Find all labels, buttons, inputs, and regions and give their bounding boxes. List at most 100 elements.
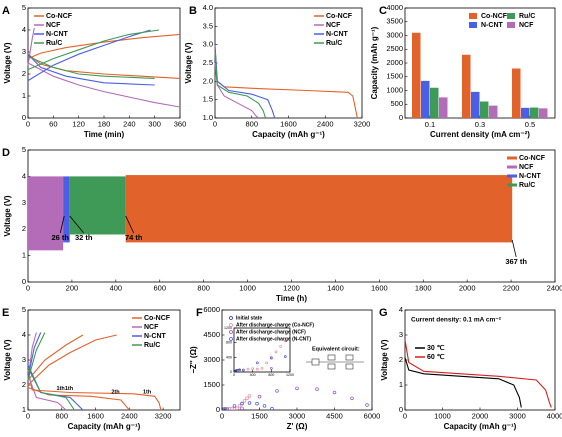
line-curve [27, 367, 75, 411]
y-tick-label: 500 [390, 99, 403, 108]
y-tick-label: 5 [22, 3, 26, 12]
data-point [270, 406, 274, 410]
y-tick-label: 3 [22, 198, 26, 207]
x-axis-label: Capacity (mAh g⁻¹) [252, 130, 325, 139]
line-curve [27, 332, 46, 381]
plot-frame [404, 309, 556, 411]
y-axis-label: Voltage (V) [184, 42, 193, 84]
legend-swatch [507, 13, 515, 19]
legend-label: NCF [519, 164, 534, 171]
x-axis-label: Time (h) [276, 294, 307, 303]
data-point [225, 407, 229, 410]
legend-label: Ru/C [144, 342, 160, 349]
y-tick-label: 2 [22, 69, 26, 78]
data-point [255, 401, 259, 406]
bar [521, 107, 530, 118]
x-axis-label: Current density (mA cm⁻²) [430, 130, 530, 139]
y-tick-label: 4000 [386, 3, 403, 12]
data-point [242, 399, 247, 403]
equivalent-circuit [306, 354, 364, 370]
data-point [279, 344, 283, 348]
bar [512, 68, 521, 118]
bar [421, 80, 430, 118]
x-tick-label: 1000 [434, 412, 451, 421]
y-tick-label: 4 [22, 25, 26, 34]
panel-label: B [189, 5, 197, 17]
y-tick-label: 800 [226, 341, 232, 345]
y-tick-label: 4 [22, 330, 26, 339]
y-tick-label: 0 [22, 113, 26, 122]
y-axis-label: Voltage (V) [380, 339, 389, 381]
x-tick-label: 2200 [503, 284, 520, 293]
line-curve [27, 33, 181, 60]
note: Current density: 0.1 mA cm⁻² [411, 317, 502, 324]
legend-label: NCF [519, 22, 534, 29]
legend-label: N-CNT [519, 173, 541, 180]
line-curve [27, 62, 181, 108]
x-tick-label: 200 [66, 284, 79, 293]
plot-points [222, 386, 369, 410]
curve-label: 2th [111, 390, 120, 396]
y-tick-label: 5 [22, 305, 26, 314]
y-tick-label: 1500 [386, 72, 403, 81]
legend-label: N-CNT [481, 22, 503, 29]
data-point [255, 367, 259, 371]
x-tick-label: 0 [220, 412, 224, 421]
y-tick-label: 3 [22, 47, 26, 56]
panel-label: F [196, 307, 203, 319]
y-tick-label: 2 [22, 224, 26, 233]
data-point [295, 386, 299, 391]
y-axis-label: Voltage (V) [3, 195, 12, 237]
panel-label: A [2, 5, 10, 17]
y-tick-label: 2 [22, 380, 26, 389]
line-curve [27, 55, 155, 79]
legend-label: Ru/C [46, 40, 62, 47]
y-tick-label: 3 [22, 355, 26, 364]
y-axis-label: Capacity (mAh g⁻¹) [370, 26, 379, 99]
bar [430, 87, 439, 118]
annotation-arrow [59, 215, 65, 234]
bar [471, 91, 480, 118]
y-tick-label: 1 [22, 91, 26, 100]
panel-label: C [379, 5, 387, 17]
legend-label: 60 ℃ [427, 353, 445, 361]
data-point [350, 396, 354, 401]
y-axis-label: Voltage (V) [3, 339, 12, 381]
x-axis-label: Capacity (mAh g⁻¹) [444, 422, 517, 431]
legend-swatch [469, 22, 477, 28]
x-tick-label: 360 [174, 120, 187, 129]
plot-frame [214, 7, 363, 119]
data-point [237, 404, 242, 408]
x-tick-label: 400 [250, 373, 256, 377]
data-point [240, 401, 244, 406]
data-point [315, 387, 319, 391]
panel-label: D [2, 147, 10, 159]
legend-label: N-CNT [46, 31, 68, 38]
annotation-arrow [69, 215, 85, 234]
y-tick-label: 0 [399, 113, 403, 122]
bar [439, 97, 448, 118]
x-tick-label: 240 [123, 120, 136, 129]
line-curve [27, 53, 181, 79]
x-tick-label: 1600 [280, 120, 297, 129]
x-tick-label: 1400 [327, 284, 344, 293]
line-curve [27, 332, 42, 378]
y-tick-label: 3.5 [203, 21, 213, 30]
x-tick-label: 4000 [547, 412, 562, 421]
circuit-label: Equivalent circuit: [312, 346, 360, 352]
x-tick-label: 3000 [289, 412, 306, 421]
x-tick-label: 300 [148, 120, 161, 129]
x-tick-label: 0 [26, 120, 30, 129]
line-curve [27, 29, 151, 82]
legend-marker [229, 323, 233, 327]
x-tick-label: 0.5 [525, 120, 535, 129]
y-tick-label: 1200 [224, 326, 232, 330]
x-tick-label: 0 [403, 412, 407, 421]
legend-label: Ru/C [326, 40, 342, 47]
data-point [246, 367, 250, 371]
legend-marker [229, 330, 233, 334]
annotation: 367 th [505, 257, 527, 266]
y-tick-label: 1000 [386, 85, 403, 94]
data-point [274, 350, 278, 354]
